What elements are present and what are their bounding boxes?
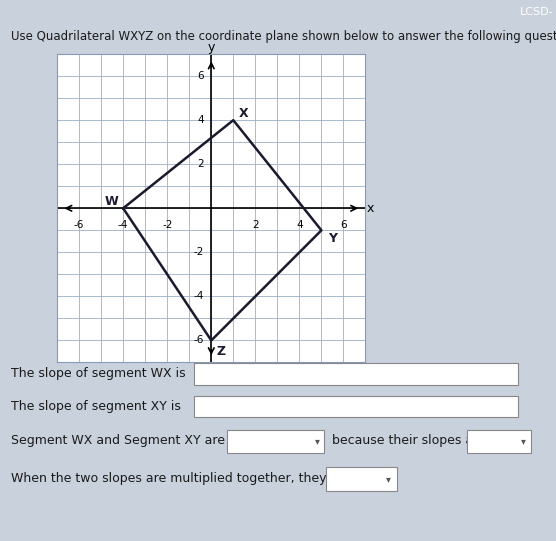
Text: -6: -6 [193,335,203,346]
Text: -2: -2 [193,247,203,258]
Text: The slope of segment XY is: The slope of segment XY is [11,400,181,413]
FancyBboxPatch shape [466,430,532,453]
Text: When the two slopes are multiplied together, they equal: When the two slopes are multiplied toget… [11,472,365,485]
Text: LCSD-: LCSD- [520,7,553,17]
Text: 2: 2 [197,159,203,169]
Text: W: W [104,195,118,208]
Text: Use Quadrilateral WXYZ on the coordinate plane shown below to answer the followi: Use Quadrilateral WXYZ on the coordinate… [11,30,556,43]
Text: x: x [366,202,374,215]
Text: Segment WX and Segment XY are: Segment WX and Segment XY are [11,434,225,447]
Text: -6: -6 [74,220,85,230]
Text: Z: Z [217,345,226,358]
Text: y: y [207,41,215,54]
Text: 6: 6 [197,71,203,81]
Text: ▾: ▾ [386,474,391,484]
Text: -2: -2 [162,220,172,230]
Text: 4: 4 [197,115,203,125]
Text: 6: 6 [340,220,347,230]
Text: Y: Y [328,232,337,245]
Text: -4: -4 [118,220,128,230]
FancyBboxPatch shape [326,467,396,491]
Text: because their slopes are: because their slopes are [332,434,485,447]
Text: The slope of segment WX is: The slope of segment WX is [11,367,186,380]
Text: -4: -4 [193,292,203,301]
Text: ▾: ▾ [315,436,320,446]
FancyBboxPatch shape [195,396,518,417]
Text: 2: 2 [252,220,259,230]
Text: 4: 4 [296,220,302,230]
FancyBboxPatch shape [195,364,518,385]
Text: X: X [239,107,248,120]
FancyBboxPatch shape [227,430,324,453]
Text: ▾: ▾ [521,436,526,446]
